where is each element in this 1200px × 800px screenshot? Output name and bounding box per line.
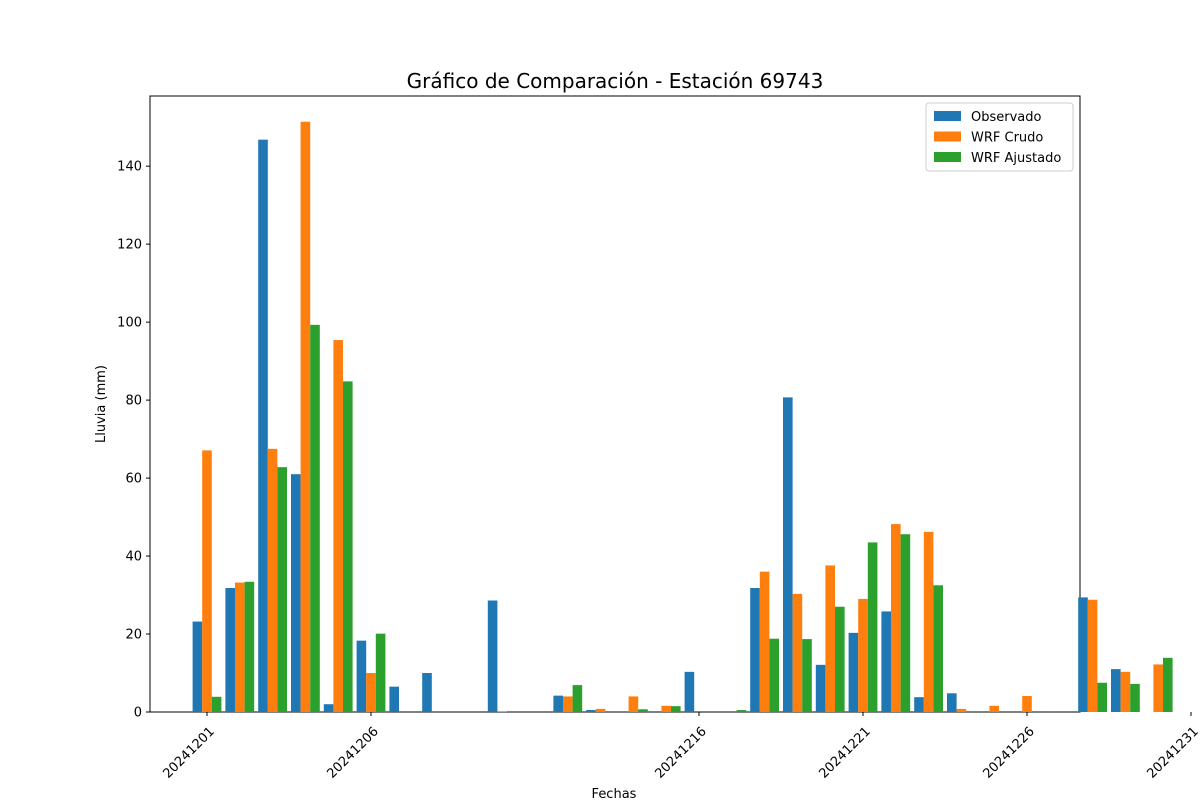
bar-observado [1045,711,1055,712]
y-tick-label: 0 [134,706,142,721]
y-tick-label: 140 [117,160,142,175]
bar-observado [225,588,235,712]
bar-observado [323,704,334,712]
bar-wrf-crudo [267,448,278,712]
plot-frame [149,95,1081,713]
bar-observado [586,710,596,712]
bar-wrf-ajustado [933,585,943,712]
bar-wrf-crudo [595,708,606,712]
bar-wrf-crudo [759,571,770,712]
x-tick-label: 20241231 [1144,724,1200,781]
bar-observado [914,697,924,712]
bar-wrf-crudo [923,531,934,712]
bar-observado [848,632,859,712]
bar-wrf-ajustado [769,638,779,712]
bar-wrf-crudo [989,705,999,712]
legend-swatch [934,111,961,121]
bar-wrf-ajustado [638,709,648,712]
y-tick-label: 40 [125,550,142,565]
bars-group [192,121,1173,713]
bar-wrf-ajustado [900,534,911,712]
bar-observado [1111,669,1121,712]
bar-wrf-ajustado [1163,657,1173,712]
bar-observado [422,673,432,712]
x-tick-label: 20241221 [816,724,873,781]
bar-observado [192,621,203,712]
y-tick-label: 120 [117,238,142,253]
bar-observado [389,686,399,712]
bar-wrf-ajustado [671,706,681,712]
bar-wrf-ajustado [572,685,583,712]
bar-wrf-crudo [1120,671,1131,712]
bar-observado [1078,597,1088,712]
bar-wrf-crudo [1022,696,1032,712]
bar-wrf-ajustado [736,710,747,712]
bar-wrf-crudo [792,593,803,712]
legend-label: WRF Ajustado [971,151,1061,166]
x-axis: 20241201 20241206 20241216 20241221 20241226… [160,712,1200,782]
legend-label: WRF Crudo [971,131,1043,146]
bar-observado [553,695,563,712]
bar-wrf-crudo [563,696,573,712]
bar-wrf-ajustado [244,581,255,712]
bar-observado [783,397,793,712]
bar-observado [619,711,629,712]
bar-observado [487,600,498,712]
bar-observado [750,588,760,712]
plot-area [149,95,1081,713]
bar-wrf-crudo [333,340,343,712]
bar-observado [356,640,367,712]
x-axis-label: Fechas [592,787,637,800]
bar-wrf-crudo [628,696,639,712]
y-tick-label: 100 [117,316,142,331]
bar-wrf-ajustado [1130,683,1140,712]
y-tick-label: 80 [125,394,142,409]
y-axis: 0 20 40 60 80 100 120 140 [117,160,150,721]
legend-box [925,102,1074,172]
bar-wrf-ajustado [835,606,845,712]
bar-wrf-crudo [1153,664,1163,712]
bar-observado [947,693,957,712]
y-axis-label: Lluvia (mm) [94,365,109,443]
bar-wrf-ajustado [211,696,222,712]
bar-wrf-ajustado [277,467,287,712]
y-tick-label: 60 [125,472,142,487]
y-tick-label: 20 [125,628,142,643]
bar-observado [684,671,695,712]
bar-observado [881,611,891,712]
x-tick-label: 20241216 [652,724,709,781]
bar-wrf-crudo [366,673,376,712]
bar-wrf-crudo [956,708,967,712]
bar-observado [815,664,826,712]
x-tick-label: 20241226 [980,724,1037,781]
legend-swatch [934,131,961,142]
bar-wrf-ajustado [802,639,812,712]
chart-title: Gráfico de Comparación - Estación 69743 [407,69,824,93]
bar-wrf-crudo [661,705,671,712]
bar-wrf-crudo [891,524,901,712]
legend-swatch [934,152,961,162]
x-tick-label: 20241201 [160,724,217,781]
x-tick-label: 20241206 [324,724,381,781]
bar-wrf-crudo [202,450,212,712]
bar-wrf-crudo [497,711,507,712]
bar-observado [258,139,268,713]
bar-wrf-crudo [235,582,245,712]
legend-label: Observado [971,110,1042,125]
bar-wrf-crudo [825,565,835,712]
bar-wrf-ajustado [343,381,353,712]
bar-wrf-ajustado [375,633,386,712]
bar-wrf-ajustado [867,542,878,712]
bar-wrf-ajustado [310,324,320,712]
bar-wrf-crudo [858,598,868,712]
bar-wrf-crudo [300,121,311,713]
legend: Observado WRF Crudo WRF Ajustado [925,102,1074,172]
bar-wrf-crudo [1087,599,1098,712]
bar-wrf-ajustado [1097,682,1107,712]
bar-observado [291,474,301,712]
